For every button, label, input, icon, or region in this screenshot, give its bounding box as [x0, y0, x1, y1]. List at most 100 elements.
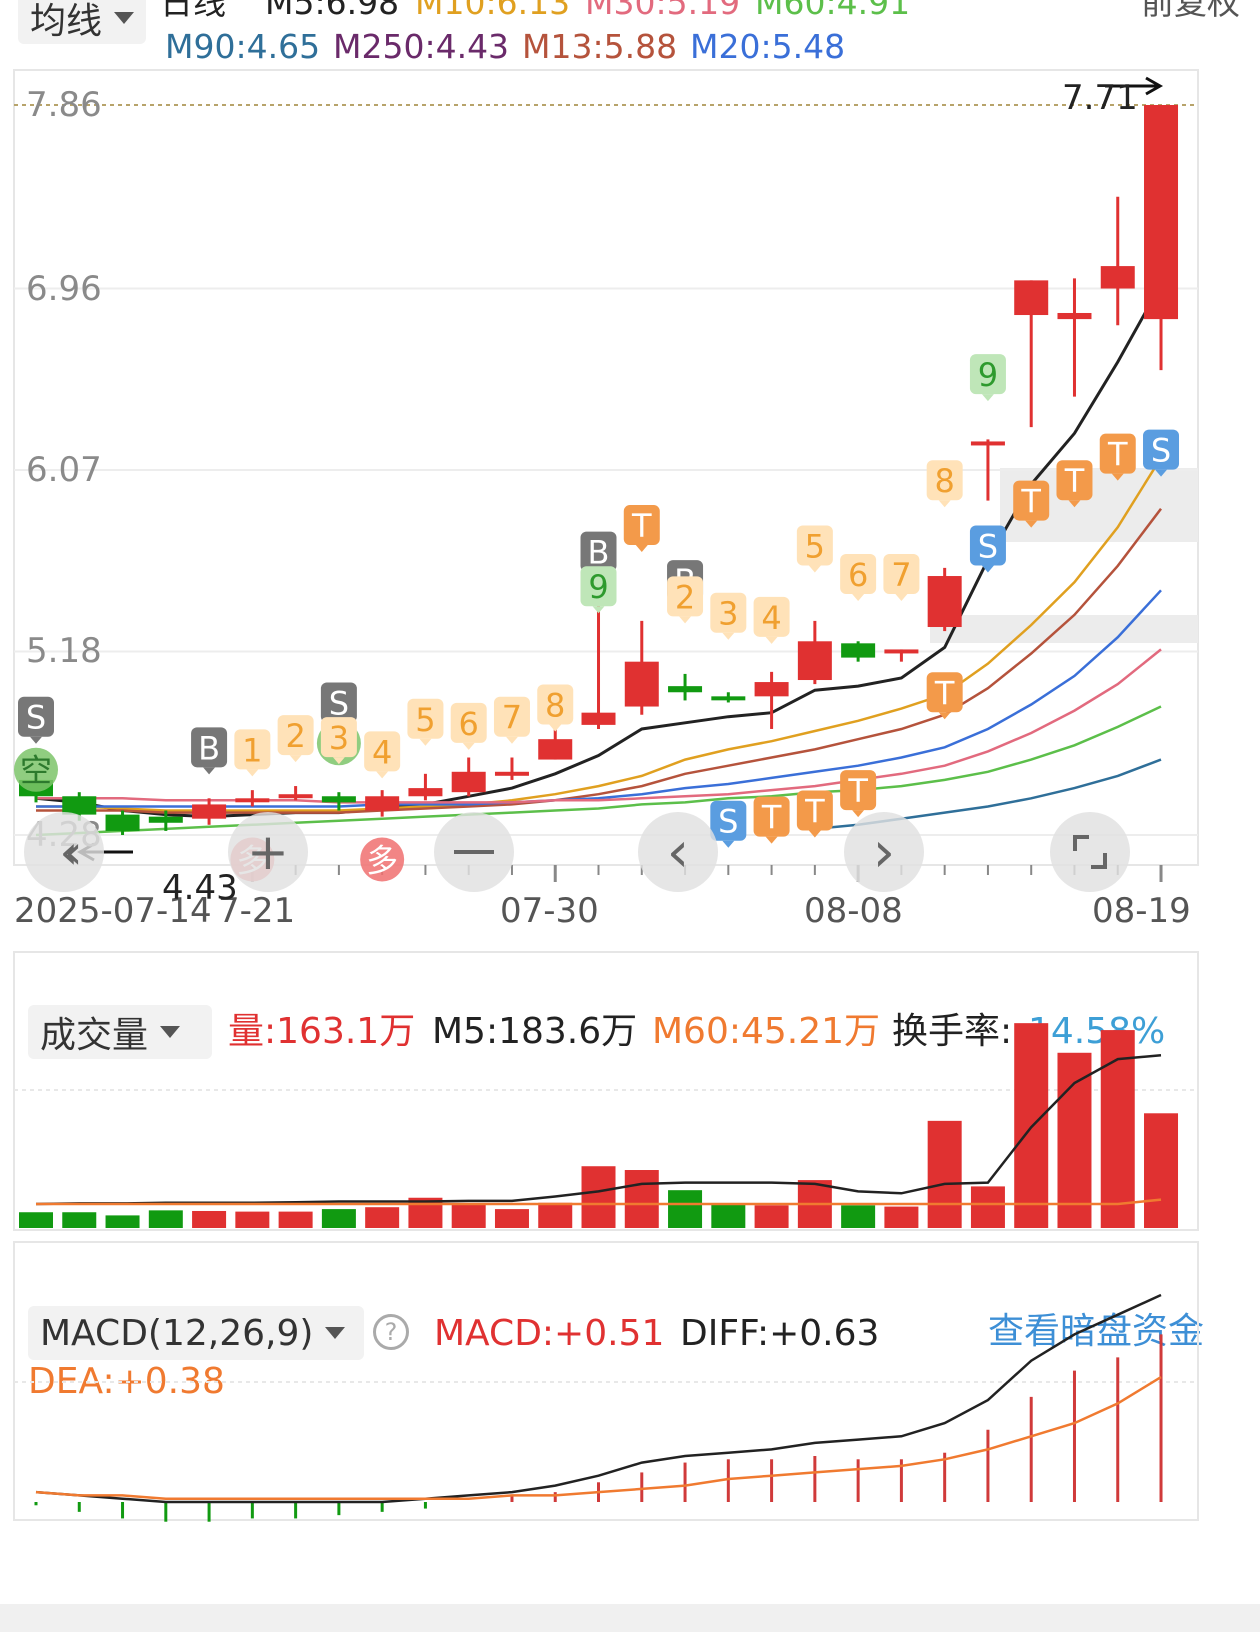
ma-selector[interactable]: 均线 — [18, 0, 147, 44]
scroll-to-start-button[interactable]: ‹‹ — [24, 812, 104, 892]
volume-bar[interactable] — [624, 1170, 659, 1228]
price-chart-frame — [13, 69, 1199, 866]
sequence-count-marker[interactable]: 9 — [580, 566, 617, 614]
candle[interactable] — [538, 726, 573, 760]
candle[interactable] — [841, 641, 876, 662]
sequence-count-marker[interactable]: 2 — [667, 576, 704, 624]
take-profit-marker[interactable]: T — [796, 790, 833, 838]
fullscreen-button[interactable] — [1050, 812, 1130, 892]
volume-bar[interactable] — [1144, 1113, 1179, 1228]
long-signal-marker-label: 多 — [366, 841, 398, 879]
take-profit-marker[interactable]: T — [753, 796, 790, 844]
candle[interactable] — [321, 792, 356, 811]
volume-bar[interactable] — [105, 1215, 140, 1228]
volume-bar[interactable] — [278, 1211, 313, 1228]
sequence-count-marker[interactable]: 7 — [493, 696, 530, 744]
volume-bar[interactable] — [321, 1209, 356, 1228]
volume-bar[interactable] — [192, 1210, 227, 1228]
candle[interactable] — [278, 786, 313, 801]
candle[interactable] — [1057, 278, 1092, 397]
sell-signal-marker[interactable]: S — [1143, 429, 1180, 477]
candle[interactable] — [494, 757, 529, 780]
sequence-count-marker[interactable]: 5 — [796, 525, 833, 573]
sequence-count-marker[interactable]: 3 — [320, 717, 357, 765]
zoom-out-button[interactable] — [434, 812, 514, 892]
take-profit-marker[interactable]: T — [623, 505, 660, 553]
candle-body — [884, 649, 919, 654]
volume-bar[interactable] — [19, 1212, 53, 1228]
candle[interactable] — [711, 692, 746, 703]
volume-bar[interactable] — [1100, 1030, 1135, 1228]
volume-bar[interactable] — [754, 1205, 789, 1228]
volume-bar[interactable] — [927, 1120, 962, 1228]
buy-signal-marker[interactable]: B — [191, 727, 228, 775]
sell-signal-marker[interactable]: S — [18, 696, 54, 744]
candle[interactable] — [1014, 280, 1049, 428]
candle[interactable] — [1100, 196, 1135, 326]
volume-bar[interactable] — [451, 1204, 486, 1228]
help-icon[interactable]: ? — [373, 1314, 409, 1350]
volume-bar[interactable] — [841, 1205, 876, 1228]
short-signal-marker[interactable]: 空 — [14, 747, 58, 792]
volume-bar[interactable] — [668, 1190, 703, 1228]
scroll-right-button[interactable]: › — [844, 812, 924, 892]
sequence-count-marker[interactable]: 4 — [753, 596, 790, 644]
sequence-count-marker-label: 8 — [545, 686, 565, 724]
sequence-count-marker[interactable]: 5 — [407, 698, 444, 746]
candle[interactable] — [927, 567, 962, 632]
candle[interactable] — [105, 810, 140, 835]
candle[interactable] — [797, 620, 832, 685]
sequence-count-marker[interactable]: 9 — [969, 354, 1006, 402]
take-profit-marker[interactable]: T — [926, 672, 963, 720]
dark-pool-funds-link[interactable]: 查看暗盘资金 — [988, 1311, 1205, 1352]
volume-bar[interactable] — [711, 1204, 746, 1228]
candle[interactable] — [624, 620, 659, 715]
long-signal-marker[interactable]: 多 — [360, 837, 405, 882]
volume-bar[interactable] — [581, 1166, 616, 1228]
sequence-count-marker[interactable]: 6 — [840, 553, 877, 601]
sequence-count-marker[interactable]: 8 — [926, 460, 963, 508]
candle[interactable] — [668, 673, 703, 701]
help-icon-glyph: ? — [384, 1318, 398, 1346]
zoom-in-button[interactable]: + — [228, 812, 308, 892]
volume-bar[interactable] — [970, 1186, 1005, 1228]
take-profit-marker[interactable]: T — [1056, 460, 1093, 508]
volume-bar[interactable] — [494, 1209, 529, 1228]
sequence-count-marker[interactable]: 1 — [234, 729, 271, 777]
volume-indicator-selector[interactable]: 成交量 — [28, 1005, 212, 1059]
date-tick-label: 08-19 — [1092, 891, 1191, 931]
volume-bar[interactable] — [62, 1212, 97, 1228]
sequence-count-marker[interactable]: 2 — [277, 715, 314, 763]
buy-signal-marker[interactable]: B — [580, 531, 617, 579]
sell-signal-marker[interactable]: S — [710, 800, 747, 848]
volume-bar[interactable] — [148, 1210, 183, 1228]
candle[interactable] — [884, 649, 919, 662]
sequence-count-marker[interactable]: 8 — [537, 684, 574, 732]
take-profit-marker[interactable]: T — [840, 770, 877, 818]
volume-bar[interactable] — [365, 1207, 400, 1228]
candle[interactable] — [365, 790, 400, 817]
candle[interactable] — [451, 757, 486, 797]
candle[interactable] — [1144, 105, 1179, 371]
take-profit-marker[interactable]: T — [1013, 480, 1050, 528]
take-profit-marker[interactable]: T — [1099, 433, 1136, 481]
sell-signal-marker[interactable]: S — [969, 525, 1006, 573]
volume-bar[interactable] — [884, 1206, 919, 1228]
candle-body — [278, 794, 313, 799]
candle[interactable] — [192, 798, 227, 825]
sequence-count-marker[interactable]: 6 — [450, 702, 487, 750]
adjust-mode[interactable]: 前复权 — [1141, 0, 1240, 22]
candle[interactable] — [408, 773, 443, 801]
volume-bar[interactable] — [235, 1211, 270, 1228]
candle[interactable] — [235, 790, 270, 807]
candle[interactable] — [970, 439, 1005, 501]
sequence-count-marker[interactable]: 4 — [364, 731, 401, 779]
sequence-count-marker[interactable]: 7 — [883, 553, 920, 601]
sequence-count-marker[interactable]: 3 — [710, 592, 747, 640]
volume-bar[interactable] — [538, 1202, 573, 1228]
macd-indicator-selector[interactable]: MACD(12,26,9) — [28, 1306, 364, 1360]
scroll-left-button[interactable]: ‹ — [638, 812, 718, 892]
candle[interactable] — [148, 810, 183, 831]
sequence-count-marker-label: 6 — [848, 556, 868, 594]
candle[interactable] — [754, 671, 789, 729]
